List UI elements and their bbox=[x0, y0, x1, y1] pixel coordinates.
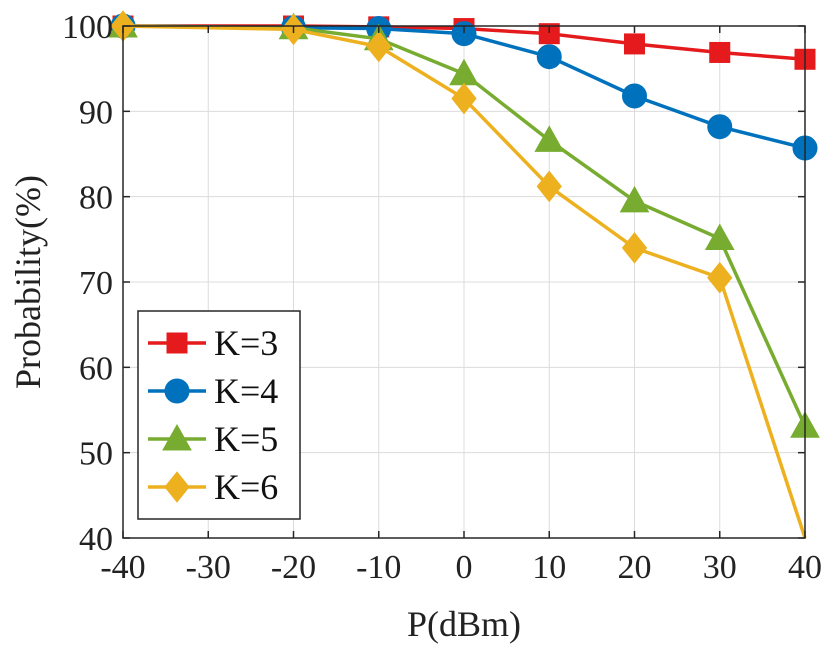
y-axis-ticks: 40 50 60 70 80 90 100 bbox=[62, 9, 805, 558]
x-tick-label: 40 bbox=[788, 549, 822, 586]
y-tick-label: 100 bbox=[62, 9, 113, 46]
data-point bbox=[538, 23, 560, 45]
data-point bbox=[624, 33, 645, 55]
legend-marker bbox=[164, 471, 190, 503]
series-line bbox=[122, 24, 807, 539]
x-axis-label: P(dBm) bbox=[407, 604, 521, 644]
data-point bbox=[449, 58, 479, 86]
x-tick-label: 10 bbox=[532, 549, 566, 586]
data-point bbox=[709, 41, 731, 63]
x-tick-label: 0 bbox=[456, 549, 473, 586]
legend-marker bbox=[162, 423, 192, 451]
legend: K=3 K=4 K=5 K=6 bbox=[137, 310, 301, 520]
legend-marker bbox=[166, 332, 188, 354]
legend-item: K=5 bbox=[148, 419, 278, 459]
legend-box bbox=[137, 310, 301, 520]
legend-label: K=5 bbox=[214, 419, 278, 459]
y-axis-label: Probability(%) bbox=[8, 175, 48, 389]
x-tick-label: 20 bbox=[618, 549, 652, 586]
y-tick-label: 60 bbox=[79, 350, 113, 387]
data-point bbox=[704, 223, 735, 250]
legend-marker bbox=[164, 378, 190, 404]
legend-label: K=3 bbox=[214, 323, 278, 363]
data-point bbox=[619, 185, 650, 213]
data-point bbox=[366, 30, 392, 63]
data-point bbox=[622, 83, 647, 109]
y-tick-label: 80 bbox=[79, 180, 113, 217]
series-line bbox=[122, 24, 807, 427]
legend-label: K=4 bbox=[214, 371, 278, 411]
data-point bbox=[707, 261, 733, 294]
data-point bbox=[536, 44, 562, 70]
series-layer bbox=[108, 10, 820, 539]
x-tick-label: 30 bbox=[703, 549, 737, 586]
data-point bbox=[451, 21, 477, 47]
y-tick-label: 90 bbox=[79, 94, 113, 131]
data-point bbox=[536, 170, 562, 203]
data-point bbox=[534, 125, 565, 152]
x-axis-ticks: -40 -30 -20 -10 0 10 20 30 40 bbox=[100, 26, 822, 586]
x-tick-label: -20 bbox=[271, 549, 316, 586]
y-tick-label: 40 bbox=[79, 521, 113, 558]
y-tick-label: 70 bbox=[79, 265, 113, 302]
x-tick-label: -30 bbox=[186, 549, 231, 586]
legend-item: K=6 bbox=[148, 467, 278, 507]
x-tick-label: -10 bbox=[356, 549, 401, 586]
x-tick-label: -40 bbox=[100, 549, 145, 586]
legend-label: K=6 bbox=[214, 467, 278, 507]
data-point bbox=[451, 82, 477, 115]
legend-item: K=3 bbox=[148, 323, 278, 363]
data-point bbox=[707, 114, 733, 140]
legend-item: K=4 bbox=[148, 371, 278, 411]
y-tick-label: 50 bbox=[79, 436, 113, 473]
data-point bbox=[621, 232, 648, 264]
